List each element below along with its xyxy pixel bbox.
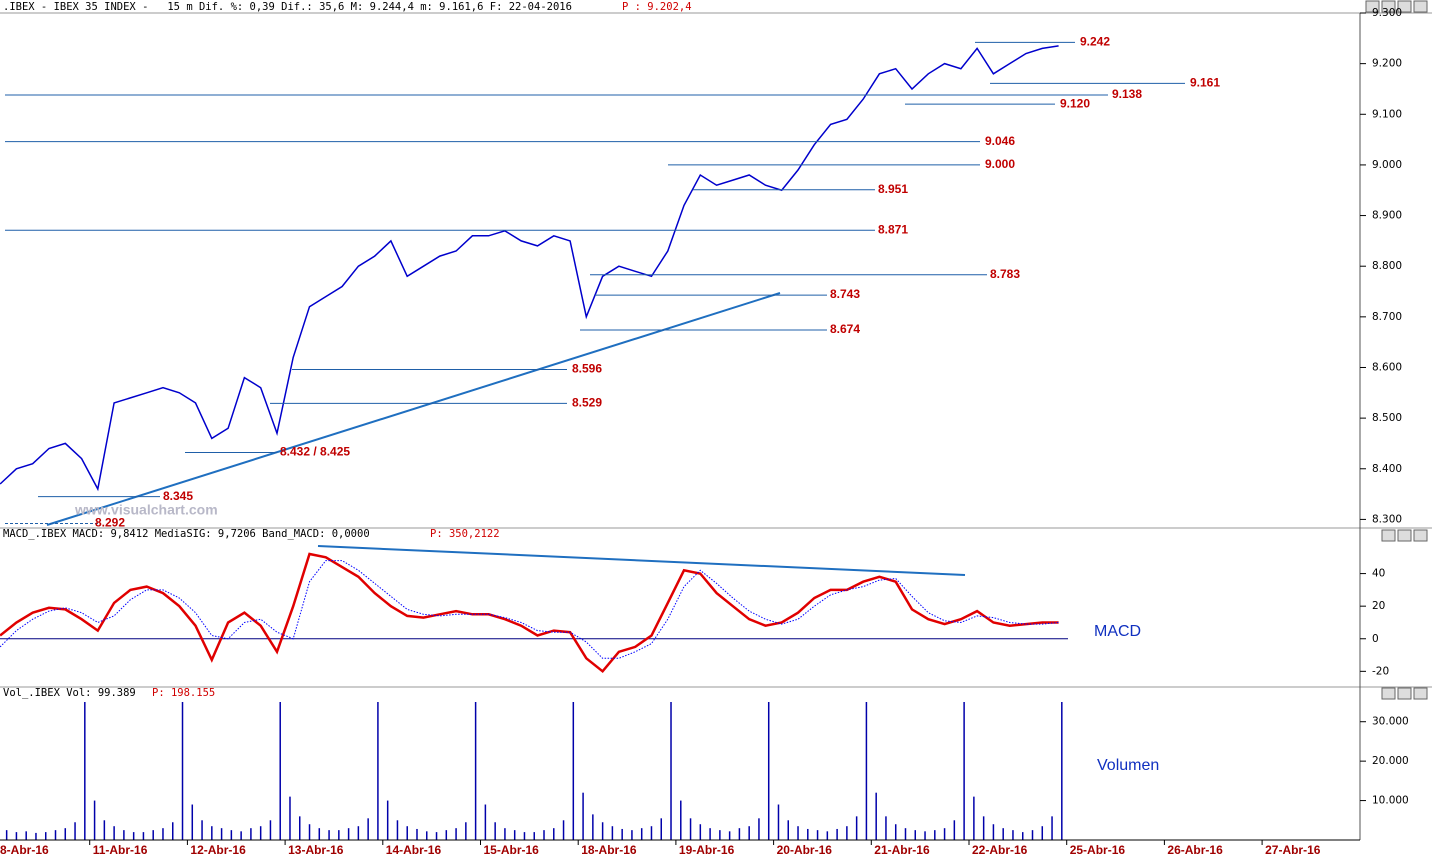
y-tick-label: 8.900 — [1372, 210, 1402, 222]
button[interactable] — [1413, 529, 1428, 542]
x-tick-label: 21-Abr-16 — [874, 843, 930, 857]
level-label: 8.292 — [95, 516, 125, 530]
level-label: 8.674 — [830, 322, 860, 336]
x-tick-label: 12-Abr-16 — [190, 843, 246, 857]
y-tick-label: 8.800 — [1372, 260, 1402, 272]
button[interactable] — [1381, 687, 1396, 700]
y-tick-label: 10.000 — [1372, 795, 1409, 807]
level-label: 8.871 — [878, 222, 908, 236]
macd-price: P: 350,2122 — [430, 528, 500, 540]
y-tick-label: -20 — [1372, 665, 1389, 677]
x-tick-label: 26-Abr-16 — [1167, 843, 1223, 857]
trend-line — [317, 545, 966, 576]
trend-line — [46, 292, 781, 526]
level-label: 9.161 — [1190, 76, 1220, 90]
x-tick-label: 15-Abr-16 — [484, 843, 540, 857]
button[interactable] — [1413, 0, 1428, 13]
level-label: 9.138 — [1112, 87, 1142, 101]
x-tick-label: 13-Abr-16 — [288, 843, 344, 857]
y-tick-label: 40 — [1372, 568, 1385, 580]
last-price: P : 9.202,4 — [622, 1, 692, 13]
y-tick-label: 0 — [1372, 633, 1379, 645]
button[interactable] — [1365, 0, 1380, 13]
level-label: 8.432 / 8.425 — [280, 445, 350, 459]
y-tick-label: 9.100 — [1372, 108, 1402, 120]
level-label: 9.000 — [985, 157, 1015, 171]
macd-label: MACD — [1094, 623, 1141, 640]
x-tick-label: 14-Abr-16 — [386, 843, 442, 857]
x-tick-label: 27-Abr-16 — [1265, 843, 1321, 857]
line — [0, 552, 1059, 674]
x-tick-label: 11-Abr-16 — [93, 843, 148, 857]
macd-title: MACD_.IBEX MACD: 9,8412 MediaSIG: 9,7206… — [3, 528, 370, 540]
x-tick-label: 8-Abr-16 — [0, 843, 49, 857]
y-tick-label: 9.000 — [1372, 159, 1402, 171]
volume-label: Volumen — [1097, 757, 1159, 774]
button[interactable] — [1397, 529, 1412, 542]
button[interactable] — [1413, 687, 1428, 700]
y-tick-label: 8.600 — [1372, 361, 1402, 373]
level-label: 8.529 — [572, 396, 602, 410]
y-tick-label: 8.300 — [1372, 513, 1402, 525]
x-tick-label: 25-Abr-16 — [1070, 843, 1126, 857]
level-label: 9.242 — [1080, 35, 1110, 49]
level-label: 8.596 — [572, 362, 602, 376]
y-tick-label: 9.200 — [1372, 58, 1402, 70]
button[interactable] — [1397, 0, 1412, 13]
volume-title: Vol_.IBEX Vol: 99.389 — [3, 687, 136, 699]
level-label: 9.046 — [985, 134, 1015, 148]
y-tick-label: 20.000 — [1372, 755, 1409, 767]
window-buttons[interactable] — [1365, 0, 1428, 700]
y-tick-label: 30.000 — [1372, 716, 1409, 728]
button[interactable] — [1397, 687, 1412, 700]
level-label: 8.743 — [830, 287, 860, 301]
level-label: 8.783 — [990, 267, 1020, 281]
watermark: www.visualchart.com — [74, 502, 218, 518]
x-tick-label: 18-Abr-16 — [581, 843, 637, 857]
x-tick-label: 20-Abr-16 — [777, 843, 833, 857]
x-tick-label: 22-Abr-16 — [972, 843, 1028, 857]
y-tick-label: 9.300 — [1372, 7, 1402, 19]
x-tick-label: 19-Abr-16 — [679, 843, 735, 857]
button[interactable] — [1381, 529, 1396, 542]
line — [0, 560, 1059, 659]
button[interactable] — [1381, 0, 1396, 13]
y-tick-label: 8.700 — [1372, 311, 1402, 323]
y-tick-label: 20 — [1372, 600, 1385, 612]
y-tick-label: 8.400 — [1372, 463, 1402, 475]
level-label: 8.951 — [878, 182, 908, 196]
level-label: 9.120 — [1060, 96, 1090, 110]
chart-title: .IBEX - IBEX 35 INDEX - 15 m Dif. %: 0,3… — [3, 1, 572, 13]
line — [0, 45, 1059, 492]
volume-price: P: 198.155 — [152, 687, 215, 699]
y-tick-label: 8.500 — [1372, 412, 1402, 424]
level-label: 8.345 — [163, 489, 193, 503]
